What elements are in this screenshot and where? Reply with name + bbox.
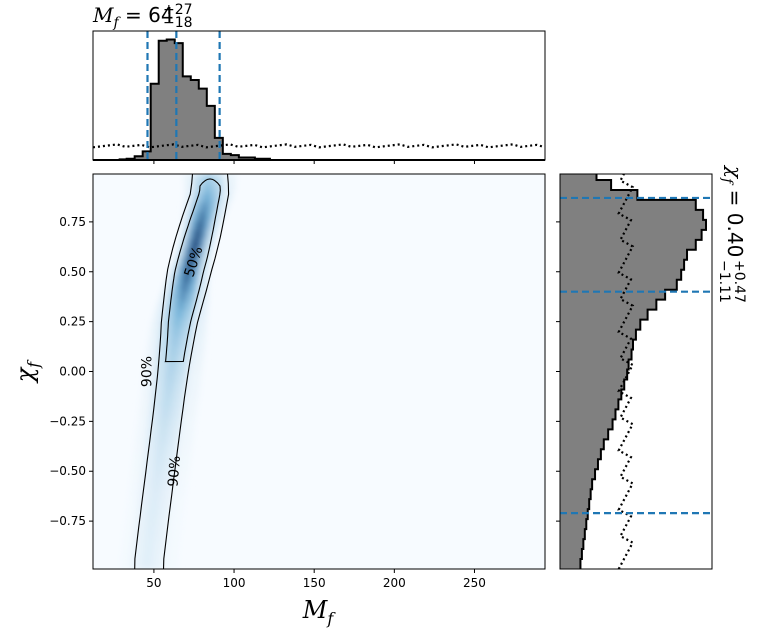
heat-cell-119 <box>187 353 205 365</box>
mass-prior-line <box>92 143 546 149</box>
spin-marginal-panel: χf = 0.40 +0.47 −1.11 <box>556 164 747 570</box>
heat-cell-219 <box>221 174 237 185</box>
spin-title-plus: +0.47 <box>731 260 747 303</box>
contour-label-1: 90% <box>139 356 155 387</box>
heat-cell-4 <box>161 559 179 569</box>
heat-cell-149 <box>193 299 209 311</box>
y-tick-label-2: −0.25 <box>49 414 86 428</box>
x-tick-label-1: 100 <box>223 576 246 590</box>
heat-cell-34 <box>167 505 185 517</box>
x-tick-label-0: 50 <box>146 576 161 590</box>
mass-hist-fill <box>118 39 271 160</box>
heat-cell-109 <box>185 370 203 382</box>
heat-cell-84 <box>179 415 197 427</box>
mass-title: Mf = 64 <box>92 3 174 31</box>
svg-text:χf = 0.40: χf = 0.40 <box>719 164 747 257</box>
heat-cell-74 <box>177 433 194 445</box>
heat-cell-9 <box>162 550 180 562</box>
mass-title-plus: +27 <box>163 2 193 18</box>
heat-cell-69 <box>176 442 193 454</box>
y-tick-label-5: 0.50 <box>59 265 86 279</box>
x-axis: 50 100 150 200 250 <box>146 569 486 590</box>
heat-cell-204 <box>215 200 229 212</box>
heat-cell-94 <box>181 397 199 409</box>
spin-title-minus: −1.11 <box>716 260 732 303</box>
spin-marginal-ticks <box>556 221 560 522</box>
mass-hist-outline <box>118 38 271 161</box>
heat-cell-14 <box>163 541 181 553</box>
x-tick-label-3: 200 <box>383 576 406 590</box>
heat-cell-194 <box>209 218 221 230</box>
heat-cell-49 <box>171 478 189 490</box>
contour-labels: 50%90%90% <box>139 245 206 488</box>
mass-prior-layer <box>92 143 546 149</box>
y-tick-label-4: 0.25 <box>59 315 86 329</box>
heat-cell-39 <box>169 496 186 508</box>
credible-contours <box>134 174 230 569</box>
y-axis: −0.75 −0.50 −0.25 0.00 0.25 0.50 0.75 <box>49 215 93 528</box>
y-tick-label-3: 0.00 <box>59 365 86 379</box>
mass-marginal-border <box>92 30 546 161</box>
joint-panel: 50%90%90% 50 100 150 200 250 −0.75−0.50−0.25… <box>11 173 546 628</box>
heat-cell-79 <box>178 424 196 436</box>
y-tick-label-6: 0.75 <box>59 215 86 229</box>
heat-cell-104 <box>184 379 201 391</box>
contour-90% <box>134 174 230 569</box>
spin-hist-layer <box>560 174 707 569</box>
mass-title-minus: −18 <box>163 15 193 31</box>
heat-cell-19 <box>164 532 182 544</box>
heat-cell-189 <box>206 227 218 239</box>
y-axis-label: χf <box>11 359 43 385</box>
heat-cell-89 <box>180 406 198 418</box>
heat-cell-164 <box>196 272 209 284</box>
spin-quantile-layer <box>560 196 712 515</box>
mass-marginal-panel: Mf = 64 +27 −18 <box>92 2 546 164</box>
heat-cell-59 <box>173 460 191 472</box>
x-axis-label: Mf <box>302 596 337 628</box>
contour-label-2: 90% <box>165 455 184 487</box>
heat-cell-99 <box>182 388 200 400</box>
y-tick-label-1: −0.50 <box>49 464 86 478</box>
mass-marginal-ticks <box>153 160 475 164</box>
heat-cell-29 <box>166 514 184 526</box>
heat-cell-64 <box>174 451 192 463</box>
spin-title: χf = 0.40 +0.47 −1.11 <box>716 164 747 303</box>
spin-hist-outline <box>579 174 707 569</box>
heat-cell-139 <box>191 317 208 329</box>
heat-cell-24 <box>165 523 183 535</box>
heat-cell-114 <box>186 362 204 374</box>
heat-cell-54 <box>172 469 190 481</box>
contour-50% <box>164 178 221 363</box>
heat-cell-44 <box>170 487 188 499</box>
y-tick-label-0: −0.75 <box>49 514 86 528</box>
spin-hist-fill <box>560 174 706 569</box>
x-tick-label-2: 150 <box>303 576 326 590</box>
x-tick-label-4: 250 <box>463 576 486 590</box>
heat-cell-169 <box>198 263 210 275</box>
